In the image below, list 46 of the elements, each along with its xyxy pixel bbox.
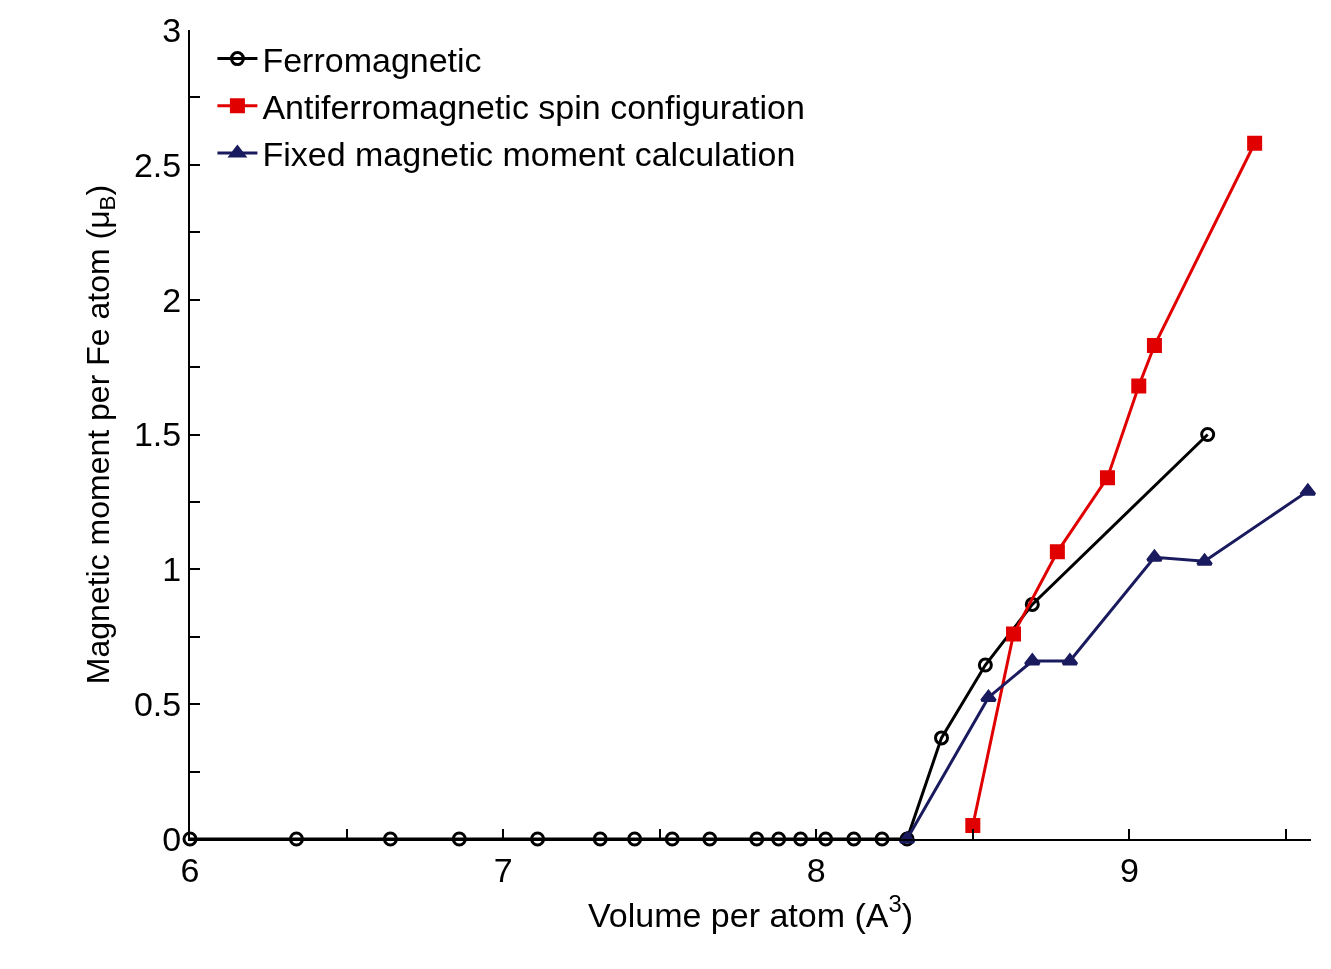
point — [1023, 653, 1041, 666]
y-tick-label: 2.5 — [133, 145, 182, 184]
x-tick-label: 8 — [806, 850, 826, 889]
legend-label: Ferromagnetic — [262, 40, 482, 79]
point — [451, 831, 467, 847]
x-tick-label: 6 — [180, 850, 200, 889]
point — [182, 831, 198, 847]
point — [934, 730, 950, 746]
y-tick-label: 2 — [162, 280, 182, 319]
x-tick-label: 7 — [493, 850, 513, 889]
x-axis-title: Volume per atom (A$^{3}$) — [587, 890, 914, 934]
point — [382, 831, 398, 847]
point — [1196, 553, 1213, 566]
point — [1099, 470, 1115, 486]
point — [818, 831, 834, 847]
y-tick-label: 0.5 — [133, 685, 182, 724]
point — [749, 831, 765, 847]
point — [664, 831, 680, 847]
legend-label: Fixed magnetic moment calculation — [262, 135, 796, 174]
point — [1146, 549, 1163, 562]
y-tick-label: 1 — [162, 550, 182, 589]
point — [530, 831, 546, 847]
point — [874, 831, 890, 847]
point — [977, 657, 993, 673]
point — [1200, 427, 1216, 442]
point — [793, 831, 809, 847]
point — [771, 831, 787, 847]
point — [592, 831, 608, 847]
y-tick-label: 3 — [162, 10, 182, 49]
point — [1247, 135, 1263, 151]
point — [1299, 483, 1317, 496]
point — [965, 818, 981, 834]
point — [627, 831, 643, 847]
legend-label: Antiferromagnetic spin configuration — [262, 88, 805, 127]
point — [1146, 338, 1162, 354]
point — [1131, 378, 1147, 394]
point — [1049, 544, 1065, 560]
point — [702, 831, 718, 847]
point — [288, 831, 304, 847]
point — [846, 831, 862, 847]
point — [980, 689, 997, 702]
x-tick-label: 9 — [1119, 850, 1139, 889]
y-tick-label: 1.5 — [133, 415, 182, 454]
point — [1061, 653, 1079, 666]
point — [1006, 626, 1022, 642]
y-tick-label: 0 — [162, 819, 182, 858]
